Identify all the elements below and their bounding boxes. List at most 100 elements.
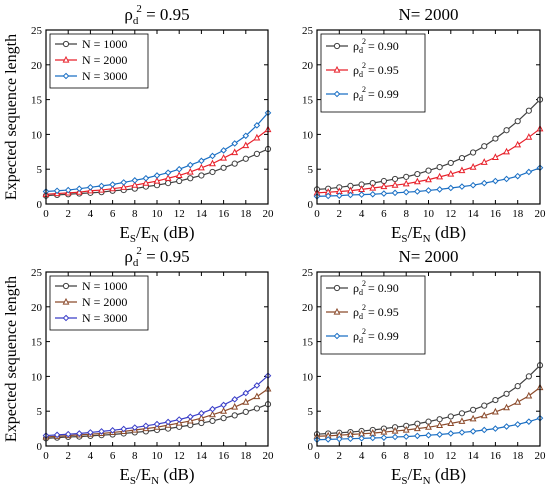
chart-title-main: N= 2000 xyxy=(398,5,458,24)
series-2-point xyxy=(436,421,444,429)
series-1-point xyxy=(253,405,260,412)
x-tick-label: 10 xyxy=(152,208,164,220)
series-1-point xyxy=(187,175,194,182)
x-axis-label: ES/EN (dB) xyxy=(120,223,195,245)
x-axis-label-sub: S xyxy=(130,475,136,487)
x-tick-label: 6 xyxy=(381,450,387,462)
series-1-point xyxy=(525,107,532,114)
series-2-point xyxy=(480,411,488,419)
series-2-point xyxy=(491,153,499,160)
chart-title-sub: d xyxy=(133,257,139,269)
y-tick-label: 25 xyxy=(31,267,43,279)
chart-title-tail: = 0.95 xyxy=(142,5,190,24)
y-tick-label: 20 xyxy=(302,302,314,314)
series-2-point xyxy=(413,177,421,185)
series-3-point xyxy=(120,425,128,433)
x-tick-label: 10 xyxy=(423,450,435,462)
legend-label-2: ρd2 = 0.95 xyxy=(353,61,399,79)
legend-label-sub: d xyxy=(359,288,363,297)
legend-label-tail: = 0.99 xyxy=(368,329,399,343)
series-1-point xyxy=(253,150,260,157)
series-1-point xyxy=(470,406,477,413)
series-3-point xyxy=(447,184,455,192)
series-3-point xyxy=(198,409,205,417)
series-3-point xyxy=(358,435,365,442)
series-3-point xyxy=(425,431,432,439)
y-tick-label: 5 xyxy=(37,406,43,418)
series-2-point xyxy=(380,427,388,435)
series-3-point xyxy=(492,177,499,185)
series-2-point xyxy=(253,133,261,141)
legend-label-sup: 2 xyxy=(362,85,366,94)
series-3-point xyxy=(458,183,466,190)
x-tick-label: 6 xyxy=(110,208,116,220)
series-3-point xyxy=(64,186,72,194)
series-2-point xyxy=(436,172,444,180)
legend-label-main: ρ xyxy=(353,63,359,77)
series-3-point xyxy=(98,182,105,190)
y-tick-label: 10 xyxy=(31,129,43,141)
series-3-point xyxy=(242,132,250,140)
series-3-point xyxy=(391,189,399,197)
x-axis-label-tail: (dB) xyxy=(159,223,194,242)
series-3-point xyxy=(503,175,510,183)
series-3-point xyxy=(175,165,183,173)
legend-label-sup: 2 xyxy=(362,279,366,288)
series-2-point xyxy=(197,414,205,421)
series-3-point xyxy=(231,140,239,147)
series-1-point xyxy=(503,390,510,397)
x-tick-label: 10 xyxy=(423,208,435,220)
legend: N = 1000 N = 2000 N = 3000 xyxy=(49,33,149,89)
x-tick-label: 16 xyxy=(490,208,502,220)
series-2-point xyxy=(525,391,533,399)
series-3-point xyxy=(53,431,61,439)
legend-label-tail: = 0.99 xyxy=(368,87,399,101)
series-2-point xyxy=(391,181,399,188)
x-tick-label: 16 xyxy=(490,450,502,462)
legend-label-3: N = 3000 xyxy=(82,311,127,325)
legend-label-sub: d xyxy=(359,336,363,345)
series-3-point xyxy=(98,428,105,435)
y-tick-label: 15 xyxy=(302,95,314,107)
series-2-point xyxy=(209,159,216,167)
legend-label-1: ρd2 = 0.90 xyxy=(353,279,399,297)
series-3-point xyxy=(492,425,499,432)
series-1-point xyxy=(458,154,466,162)
series-1-point xyxy=(436,164,443,171)
x-tick-label: 20 xyxy=(535,450,547,462)
legend-marker xyxy=(62,55,70,63)
y-tick-label: 10 xyxy=(31,371,43,383)
x-axis-label-main: E xyxy=(120,223,130,242)
series-2-point xyxy=(120,183,128,190)
x-axis-label-main: E xyxy=(391,223,401,242)
x-tick-label: 10 xyxy=(152,450,164,462)
legend-label-1: N = 1000 xyxy=(82,279,127,293)
series-3-point xyxy=(324,192,332,200)
y-tick-label: 5 xyxy=(308,406,314,418)
series-3-point xyxy=(436,431,443,438)
series-3-point xyxy=(198,157,205,165)
legend-marker xyxy=(62,72,70,80)
legend-label-3: ρd2 = 0.99 xyxy=(353,85,399,103)
series-1-point xyxy=(242,408,249,415)
series-3-point xyxy=(514,421,522,428)
series-3-point xyxy=(142,174,150,182)
legend-label-sup: 2 xyxy=(362,327,366,336)
series-3-point xyxy=(391,433,399,441)
x-tick-label: 0 xyxy=(314,208,320,220)
x-tick-label: 16 xyxy=(218,450,230,462)
series-2-point xyxy=(142,179,150,186)
x-tick-label: 12 xyxy=(445,450,456,462)
series-3-point xyxy=(242,389,250,397)
series-2-point xyxy=(220,407,228,414)
series-2-point xyxy=(503,147,510,155)
series-2-point xyxy=(425,423,432,430)
series-3-point xyxy=(436,186,443,193)
series-1-point xyxy=(209,417,216,425)
x-tick-label: 0 xyxy=(314,450,320,462)
series-3-point xyxy=(503,423,510,430)
chart-title-tail: = 0.95 xyxy=(142,247,190,266)
series-2-point xyxy=(209,410,216,418)
